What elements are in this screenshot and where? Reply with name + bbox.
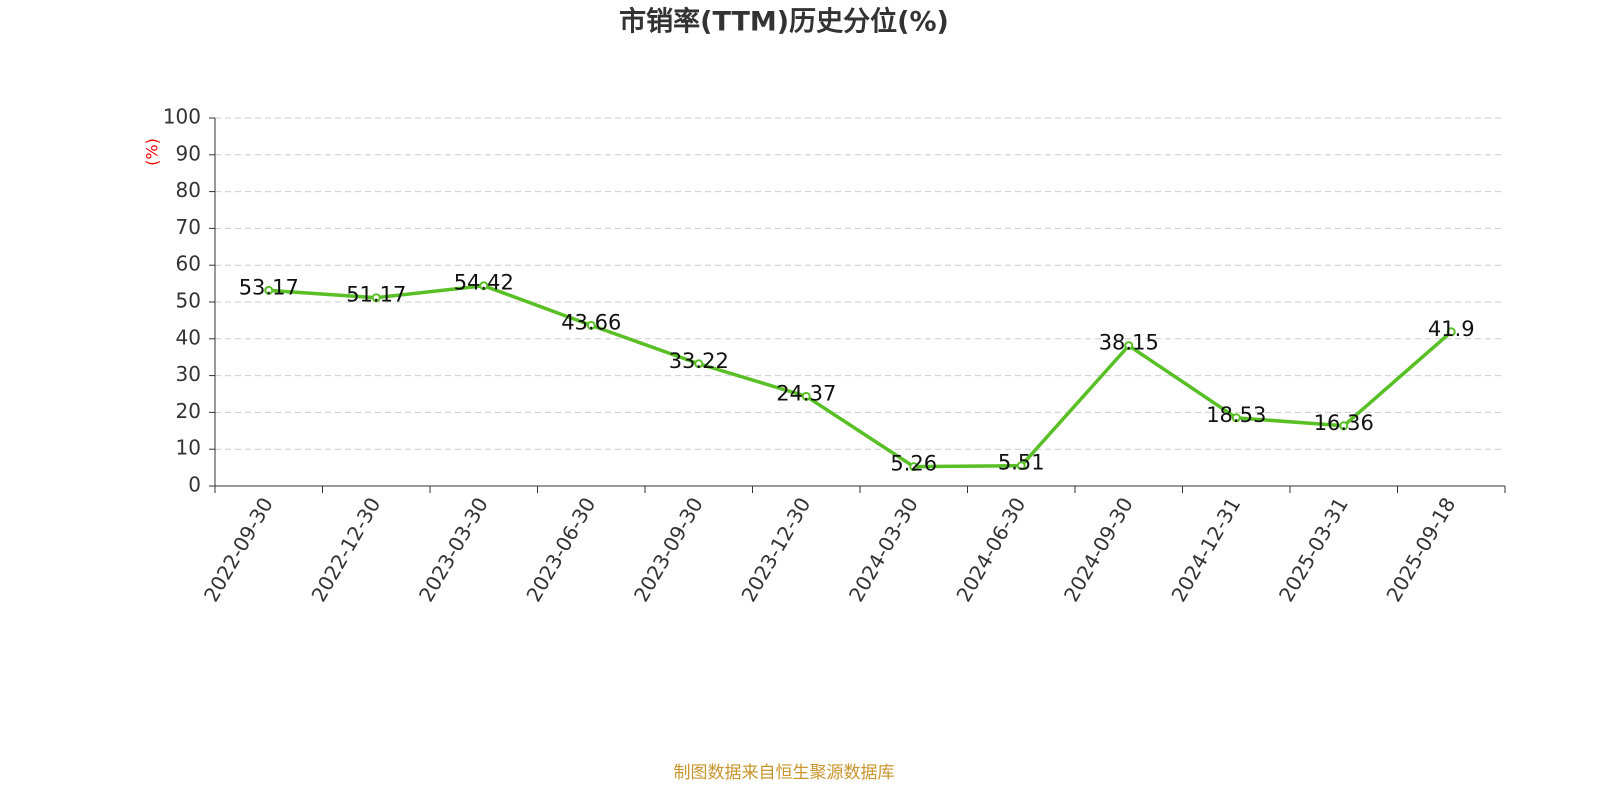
x-tick-label: 2025-03-31: [1274, 493, 1353, 606]
x-tick-label: 2023-09-30: [629, 493, 708, 606]
y-tick-label: 60: [176, 252, 201, 276]
data-line: [268, 283, 1453, 469]
data-label: 54.42: [454, 271, 514, 295]
x-tick-label: 2024-09-30: [1059, 493, 1138, 606]
y-tick-label: 100: [163, 105, 201, 129]
chart-title: 市销率(TTM)历史分位(%): [619, 6, 949, 38]
data-label: 53.17: [239, 275, 299, 299]
source-note: 制图数据来自恒生聚源数据库: [674, 763, 895, 783]
y-tick-label: 30: [176, 362, 201, 386]
x-tick-label: 2023-03-30: [414, 493, 493, 606]
x-tick-label: 2022-09-30: [199, 493, 278, 606]
x-tick-label: 2024-12-31: [1166, 493, 1245, 606]
y-tick-label: 90: [176, 141, 201, 165]
data-label: 41.9: [1428, 317, 1475, 341]
data-label: 43.66: [561, 310, 621, 334]
data-point: [1016, 461, 1026, 471]
data-point: [801, 391, 811, 401]
data-point: [1446, 327, 1456, 337]
data-point: [1231, 413, 1241, 423]
y-tick-label: 0: [188, 473, 201, 497]
data-label: 51.17: [346, 283, 406, 307]
data-point: [1124, 341, 1134, 351]
data-point: [909, 462, 919, 472]
data-point: [586, 320, 596, 330]
x-tick-label: 2024-03-30: [844, 493, 923, 606]
data-label: 5.51: [998, 451, 1045, 475]
x-tick-label: 2023-06-30: [521, 493, 600, 606]
y-tick-label: 40: [176, 325, 201, 349]
data-label: 18.53: [1206, 403, 1266, 427]
data-label: 16.36: [1314, 411, 1374, 435]
data-point: [1339, 421, 1349, 431]
data-point: [371, 293, 381, 303]
data-label: 24.37: [776, 381, 836, 405]
data-label: 33.22: [669, 349, 729, 373]
data-label: 5.26: [890, 452, 937, 476]
x-tick-label: 2025-09-18: [1381, 493, 1460, 606]
data-point: [264, 285, 274, 295]
data-label: 38.15: [1099, 331, 1159, 355]
y-tick-label: 80: [176, 178, 201, 202]
y-tick-label: 20: [176, 399, 201, 423]
data-point: [479, 281, 489, 291]
y-tick-label: 50: [176, 289, 201, 313]
data-point: [694, 359, 704, 369]
y-tick-label: 70: [176, 215, 201, 239]
y-axis-label: (%): [143, 138, 162, 166]
x-tick-label: 2023-12-30: [736, 493, 815, 606]
x-tick-label: 2022-12-30: [306, 493, 385, 606]
x-tick-label: 2024-06-30: [951, 493, 1030, 606]
y-tick-label: 10: [176, 436, 201, 460]
